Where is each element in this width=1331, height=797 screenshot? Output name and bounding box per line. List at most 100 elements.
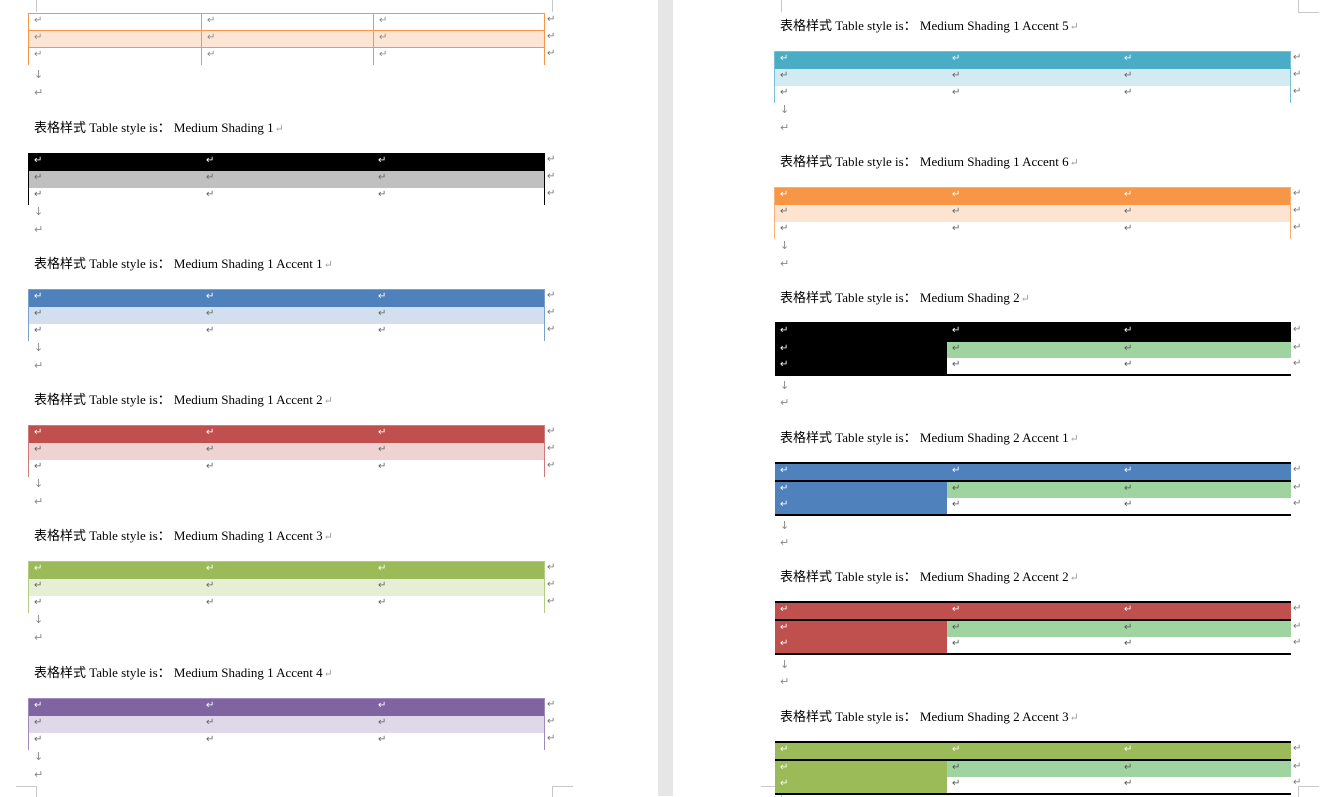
styled-table[interactable]: ↵ ↵ ↵ ↵ ↵ ↵ ↵ ↵ ↵ [775, 601, 1291, 655]
table-cell[interactable]: ↵ [206, 717, 215, 728]
table-cell[interactable]: ↵ [780, 325, 789, 336]
table-row[interactable]: ↵ ↵ ↵ [29, 324, 544, 341]
table-row[interactable]: ↵ ↵ ↵ [29, 188, 544, 205]
table-cell[interactable]: ↵ [952, 189, 961, 200]
table-cell[interactable]: ↵ [1124, 70, 1133, 81]
table-cell[interactable]: ↵ [947, 777, 1119, 793]
styled-table[interactable]: ↵ ↵ ↵ ↵ ↵ ↵ ↵ ↵ ↵ [28, 425, 545, 477]
table-row[interactable]: ↵ ↵ ↵ [775, 69, 1290, 86]
table-row[interactable]: ↵ ↵ ↵ [775, 358, 1291, 374]
table-cell[interactable]: ↵ [378, 444, 387, 455]
table-cell[interactable]: ↵ [780, 744, 789, 755]
table-cell[interactable]: ↵ [206, 189, 215, 200]
table-cell[interactable]: ↵ [378, 427, 387, 438]
table-cell[interactable]: ↵ [1119, 777, 1291, 793]
table-cell[interactable]: ↵ [34, 700, 43, 711]
table-cell[interactable]: ↵ [378, 155, 387, 166]
table-cell[interactable]: ↵ [780, 53, 789, 64]
table-cell[interactable]: ↵ [34, 734, 43, 745]
table-cell[interactable]: ↵ [1119, 482, 1291, 498]
table-cell[interactable]: ↵ [378, 189, 387, 200]
table-cell[interactable]: ↵ [378, 325, 387, 336]
table-cell[interactable]: ↵ [34, 172, 43, 183]
table-cell[interactable]: ↵ [206, 461, 215, 472]
styled-table[interactable]: ↵ ↵ ↵ ↵ ↵ ↵ ↵ ↵ ↵ [28, 153, 545, 205]
table-cell[interactable]: ↵ [952, 53, 961, 64]
styled-table[interactable]: ↵ ↵ ↵ ↵ ↵ ↵ ↵ ↵ ↵ [28, 698, 545, 750]
table-cell[interactable]: ↵ [947, 482, 1119, 498]
table-cell[interactable]: ↵ [34, 15, 43, 26]
table-cell[interactable]: ↵ [206, 155, 215, 166]
table-row[interactable]: ↵ ↵ ↵ [775, 222, 1290, 239]
styled-table[interactable]: ↵ ↵ ↵ ↵ ↵ ↵ ↵ ↵ ↵ [775, 741, 1291, 795]
table-cell[interactable]: ↵ [206, 172, 215, 183]
table-cell[interactable]: ↵ [34, 597, 43, 608]
styled-table[interactable]: ↵ ↵ ↵ ↵ ↵ ↵ ↵ ↵ ↵ [774, 187, 1291, 239]
table-cell[interactable]: ↵ [34, 49, 43, 60]
table-cell[interactable]: ↵ [952, 87, 961, 98]
table-cell[interactable]: ↵ [947, 621, 1119, 637]
table-cell[interactable]: ↵ [201, 31, 373, 48]
table-cell[interactable]: ↵ [780, 87, 789, 98]
table-cell[interactable]: ↵ [201, 14, 373, 31]
table-cell[interactable]: ↵ [34, 155, 43, 166]
table-cell[interactable]: ↵ [1119, 637, 1291, 653]
table-cell[interactable]: ↵ [1119, 761, 1291, 777]
table-cell[interactable]: ↵ [373, 48, 544, 65]
table-row[interactable]: ↵ ↵ ↵ [29, 579, 544, 596]
table-cell[interactable]: ↵ [206, 580, 215, 591]
table-cell[interactable]: ↵ [206, 734, 215, 745]
table-cell[interactable]: ↵ [947, 342, 1119, 358]
table-cell[interactable]: ↵ [206, 291, 215, 302]
table-cell[interactable]: ↵ [34, 32, 43, 43]
table-cell[interactable]: ↵ [1124, 325, 1133, 336]
table-cell[interactable]: ↵ [947, 637, 1119, 653]
table-cell[interactable]: ↵ [780, 223, 789, 234]
table-cell[interactable]: ↵ [34, 444, 43, 455]
table-row[interactable]: ↵ ↵ ↵ [29, 307, 544, 324]
table-cell[interactable]: ↵ [775, 498, 947, 514]
table-cell[interactable]: ↵ [1124, 465, 1133, 476]
table-cell[interactable]: ↵ [780, 604, 789, 615]
table-cell[interactable]: ↵ [34, 189, 43, 200]
table-cell[interactable]: ↵ [206, 444, 215, 455]
table-cell[interactable]: ↵ [780, 206, 789, 217]
table-cell[interactable]: ↵ [947, 498, 1119, 514]
table-cell[interactable]: ↵ [34, 717, 43, 728]
table-cell[interactable]: ↵ [952, 70, 961, 81]
table-row[interactable]: ↵ ↵ ↵ [775, 603, 1291, 621]
table-cell[interactable]: ↵ [1124, 206, 1133, 217]
table-cell[interactable]: ↵ [378, 700, 387, 711]
table-cell[interactable]: ↵ [952, 206, 961, 217]
table-row[interactable]: ↵ ↵ ↵ [775, 761, 1291, 777]
table-cell[interactable]: ↵ [952, 223, 961, 234]
table-cell[interactable]: ↵ [952, 604, 961, 615]
table-row[interactable]: ↵ ↵ ↵ [29, 460, 544, 477]
table-row[interactable]: ↵ ↵ ↵ [29, 426, 544, 443]
table-cell[interactable]: ↵ [1119, 342, 1291, 358]
table-row[interactable]: ↵ ↵ ↵ [29, 48, 544, 65]
table-cell[interactable]: ↵ [780, 189, 789, 200]
table-cell[interactable]: ↵ [952, 465, 961, 476]
table-row[interactable]: ↵ ↵ ↵ [775, 324, 1291, 342]
table-cell[interactable]: ↵ [378, 461, 387, 472]
table-row[interactable]: ↵ ↵ ↵ [775, 188, 1290, 205]
table-cell[interactable]: ↵ [775, 777, 947, 793]
table-row[interactable]: ↵ ↵ ↵ [775, 52, 1290, 69]
table-cell[interactable]: ↵ [378, 563, 387, 574]
table-cell[interactable]: ↵ [775, 358, 947, 374]
table-row[interactable]: ↵ ↵ ↵ [775, 205, 1290, 222]
table-row[interactable]: ↵ ↵ ↵ [775, 464, 1291, 482]
table-cell[interactable]: ↵ [775, 621, 947, 637]
table-row[interactable]: ↵ ↵ ↵ [29, 562, 544, 579]
table-cell[interactable]: ↵ [373, 31, 544, 48]
table-row[interactable]: ↵ ↵ ↵ [775, 342, 1291, 358]
table-cell[interactable]: ↵ [378, 717, 387, 728]
table-cell[interactable]: ↵ [775, 637, 947, 653]
table-cell[interactable]: ↵ [34, 325, 43, 336]
table-cell[interactable]: ↵ [34, 427, 43, 438]
table-row[interactable]: ↵ ↵ ↵ [775, 86, 1290, 103]
table-row[interactable]: ↵ ↵ ↵ [29, 290, 544, 307]
table-cell[interactable]: ↵ [1124, 189, 1133, 200]
table-cell[interactable]: ↵ [947, 761, 1119, 777]
